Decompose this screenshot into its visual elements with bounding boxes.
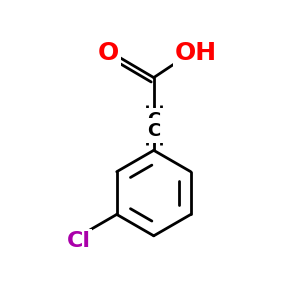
Text: Cl: Cl	[66, 231, 90, 251]
Text: O: O	[98, 41, 119, 65]
Text: C: C	[147, 122, 160, 140]
Text: C: C	[147, 111, 160, 129]
Text: OH: OH	[174, 41, 216, 65]
